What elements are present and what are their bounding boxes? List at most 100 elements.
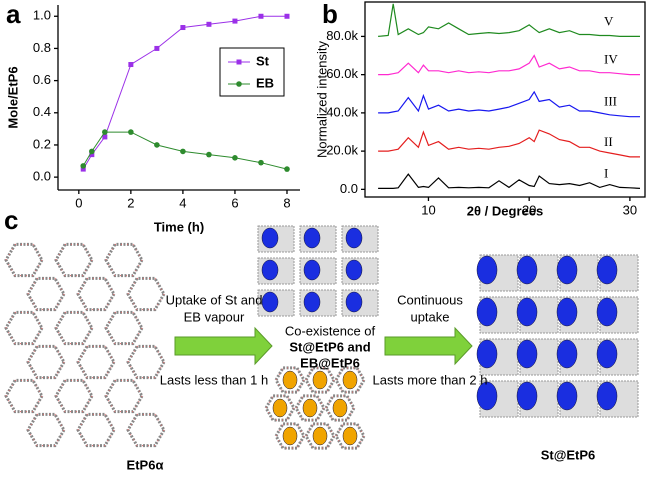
guest-molecule <box>556 255 578 285</box>
panel-label: c <box>4 205 18 235</box>
start-label: EtP6α <box>127 457 164 472</box>
guest-molecule <box>312 426 328 446</box>
framework-ring <box>27 345 65 379</box>
framework-ring <box>76 344 116 380</box>
guest-molecule <box>596 339 618 369</box>
framework-ring <box>4 242 44 278</box>
guest-molecule <box>516 339 538 369</box>
point <box>258 13 264 19</box>
y-axis-label: Normalized intensity <box>314 40 329 158</box>
x-axis-label: Time (h) <box>154 219 204 234</box>
guest-molecule <box>556 381 578 411</box>
framework-ring <box>5 243 43 277</box>
step-text: uptake <box>410 309 449 324</box>
guest-molecule <box>303 291 321 313</box>
point <box>180 148 186 155</box>
x-tick-label: 2 <box>127 195 134 210</box>
panel-label: a <box>6 0 21 29</box>
framework-ring <box>105 311 143 345</box>
step-time: Lasts less than 1 h <box>160 372 268 387</box>
guest-molecule <box>261 259 279 281</box>
y-tick-label: 80.0k <box>326 28 358 43</box>
guest-molecule <box>556 339 578 369</box>
arrow <box>174 326 273 366</box>
y-tick-label: 0.0 <box>340 181 358 196</box>
x-tick-label: 30 <box>623 202 637 217</box>
series-label: III <box>604 94 617 109</box>
point <box>80 163 87 169</box>
legend-marker <box>236 59 242 65</box>
guest-molecule <box>342 426 358 446</box>
x-tick-label: 0 <box>75 195 82 210</box>
point <box>232 18 238 24</box>
framework-ring <box>55 243 93 277</box>
point <box>180 25 186 31</box>
y-tick-label: 0.6 <box>33 72 51 87</box>
point <box>89 148 95 155</box>
framework-ring <box>77 413 115 447</box>
guest-molecule <box>516 381 538 411</box>
point <box>154 45 160 51</box>
guest-molecule <box>516 255 538 285</box>
guest-molecule <box>596 297 618 327</box>
guest-molecule <box>476 297 498 327</box>
y-tick-label: 0.2 <box>33 136 51 151</box>
framework-ring <box>54 378 94 414</box>
y-tick-label: 0.4 <box>33 104 51 119</box>
series-line <box>378 54 640 76</box>
guest-molecule <box>476 255 498 285</box>
point <box>154 142 160 148</box>
diagram-graphics <box>4 225 639 450</box>
guest-molecule <box>332 398 348 418</box>
guest-molecule <box>261 227 279 249</box>
y-axis-label: Mole/EtP6 <box>5 66 20 128</box>
framework-ring <box>126 276 166 312</box>
framework-ring <box>5 311 43 345</box>
step-text: Continuous <box>397 292 463 307</box>
guest-molecule <box>312 370 328 390</box>
point <box>206 21 212 27</box>
framework-ring <box>27 277 65 311</box>
legend-label: EB <box>256 75 274 90</box>
framework-ring <box>27 413 65 447</box>
y-tick-label: 60.0k <box>326 66 358 81</box>
framework-ring <box>126 344 166 380</box>
point <box>128 62 134 68</box>
guest-molecule <box>261 291 279 313</box>
series-line <box>378 3 640 37</box>
framework-ring <box>105 243 143 277</box>
framework-ring <box>77 277 115 311</box>
point <box>284 13 290 19</box>
legend-box <box>219 47 285 97</box>
point <box>232 155 238 161</box>
step-text: Uptake of St and <box>166 292 263 307</box>
x-tick-label: 20 <box>522 202 536 217</box>
series-line <box>378 129 640 158</box>
guest-molecule <box>596 381 618 411</box>
guest-molecule <box>302 398 318 418</box>
guest-molecule <box>556 297 578 327</box>
end-label: St@EtP6 <box>541 447 596 462</box>
point <box>102 134 108 140</box>
series-label: I <box>604 165 608 180</box>
y-tick-label: 0.0 <box>33 169 51 184</box>
y-tick-label: 40.0k <box>326 104 358 119</box>
step-text: EB vapour <box>184 309 245 324</box>
guest-molecule <box>342 370 358 390</box>
guest-molecule <box>303 259 321 281</box>
point <box>284 166 290 172</box>
guest-molecule <box>345 227 363 249</box>
framework-ring <box>77 345 115 379</box>
framework-ring <box>55 379 93 413</box>
framework-ring <box>5 379 43 413</box>
x-tick-label: 6 <box>231 195 238 210</box>
framework-ring <box>127 277 165 311</box>
framework-ring <box>104 242 144 278</box>
panel-label: b <box>322 0 338 29</box>
guest-molecule <box>476 381 498 411</box>
guest-molecule <box>345 291 363 313</box>
x-axis-label: 2θ / Degrees <box>467 203 543 218</box>
guest-molecule <box>345 259 363 281</box>
framework-ring <box>54 310 94 346</box>
series-line <box>378 173 641 189</box>
